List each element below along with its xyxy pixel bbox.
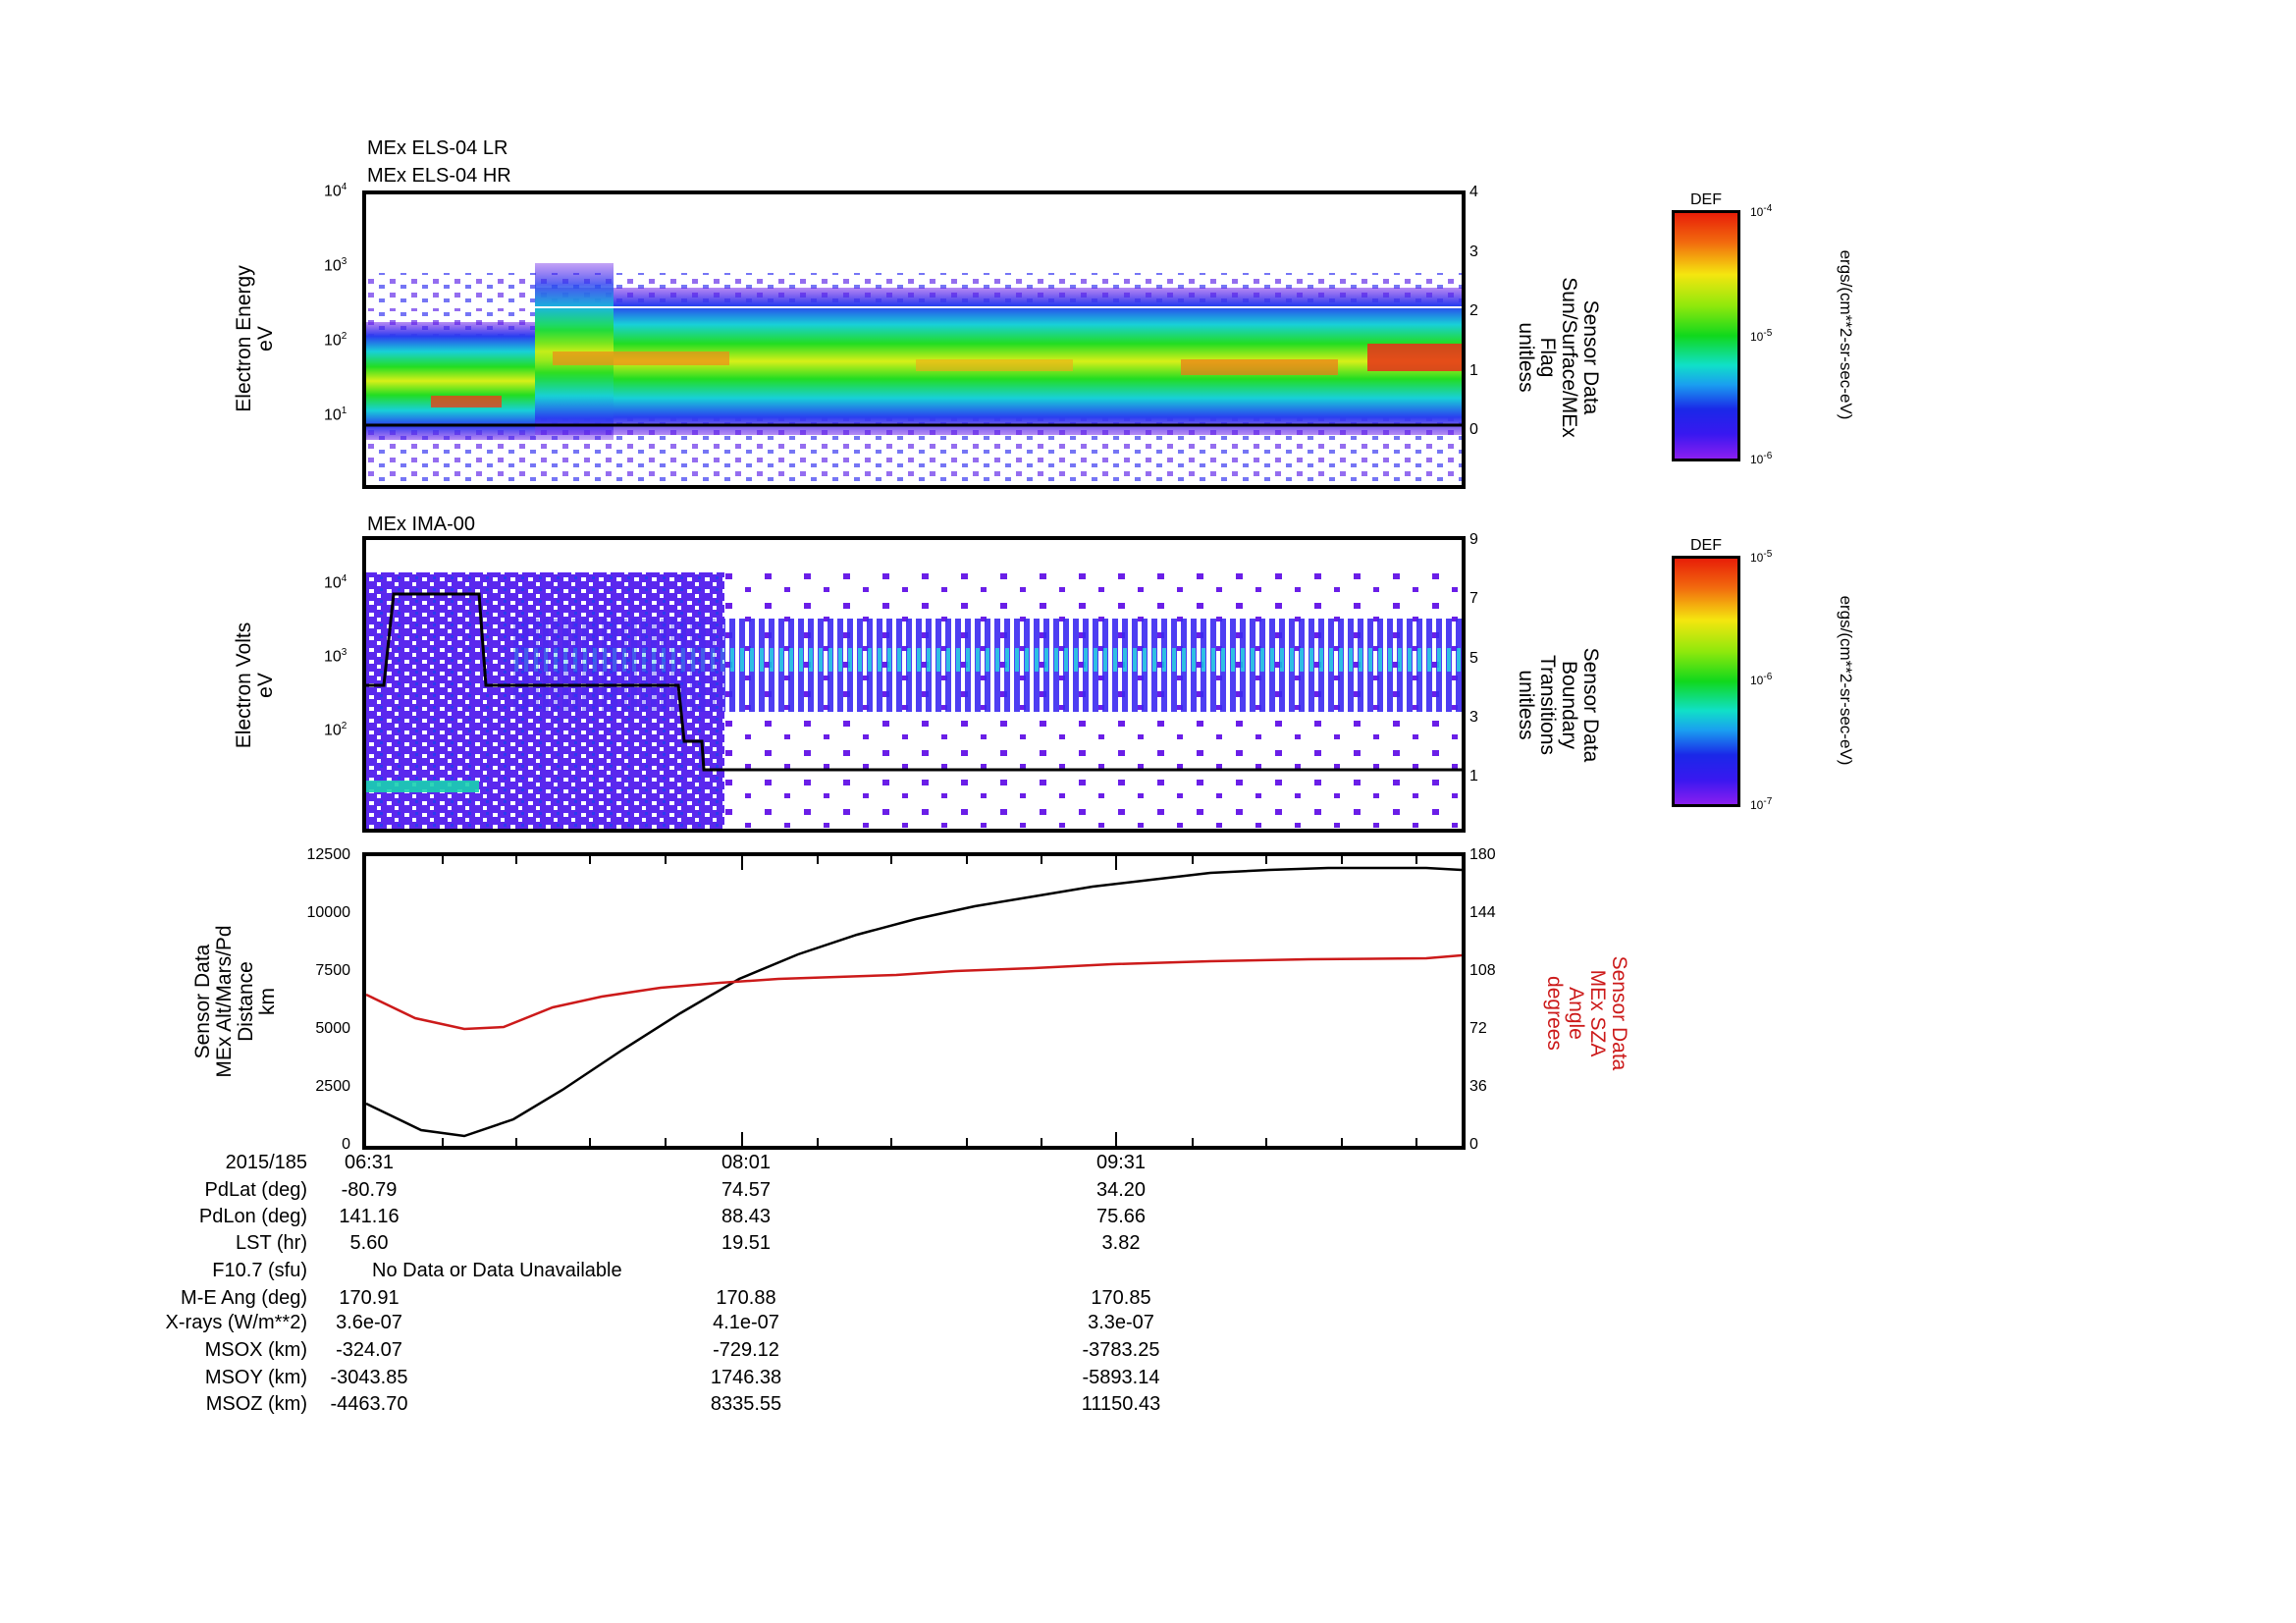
- els-spectrogram-plot: [366, 263, 1462, 485]
- ephem-msoz-2: 8335.55: [710, 1393, 782, 1415]
- ephem-label-me-ang: M-E Ang (deg): [181, 1287, 307, 1309]
- ima-spectrogram-plot: [366, 572, 1462, 829]
- orbit-ytick-12500: 12500: [306, 846, 351, 863]
- ima-ytick-1e2: 102: [324, 721, 347, 739]
- ima-colorbar-min: 10-7: [1750, 796, 1773, 812]
- ephem-pdlon-2: 88.43: [721, 1206, 772, 1227]
- els-ytick-1e4: 104: [324, 182, 347, 200]
- ephem-pdlat-1: -80.79: [341, 1179, 398, 1201]
- ima-colorbar-units: ergs/(cm**2-sr-sec-eV): [1837, 595, 1855, 766]
- ephem-msoz-1: -4463.70: [330, 1393, 408, 1415]
- ima-colorbar-title: DEF: [1690, 537, 1722, 554]
- ima-spectrogram[interactable]: [362, 536, 1466, 833]
- ima-y2tick-3: 3: [1469, 709, 1478, 726]
- ima-y2tick-5: 5: [1469, 650, 1478, 667]
- ephem-msoy-3: -5893.14: [1082, 1367, 1160, 1388]
- els-y2tick-3: 3: [1469, 243, 1478, 260]
- orbit-ylabel-left: Sensor Data MEx Alt/Mars/Pd Distance km: [191, 925, 279, 1078]
- els-y2tick-4: 4: [1469, 184, 1478, 200]
- orbit-y2tick-36: 36: [1469, 1078, 1487, 1095]
- ephem-lst-3: 3.82: [1101, 1232, 1141, 1254]
- els-ytick-1e1: 101: [324, 406, 347, 424]
- ima-colorbar-mid: 10-6: [1750, 672, 1773, 687]
- ephem-label-pdlat: PdLat (deg): [204, 1179, 307, 1201]
- ephem-pdlon-3: 75.66: [1095, 1206, 1147, 1227]
- els-y2tick-1: 1: [1469, 362, 1478, 379]
- ephem-lst-2: 19.51: [721, 1232, 772, 1254]
- orbit-ytick-7500: 7500: [315, 962, 350, 979]
- ephem-msox-2: -729.12: [713, 1339, 779, 1361]
- ima-y2tick-7: 7: [1469, 590, 1478, 607]
- orbit-ytick-2500: 2500: [315, 1078, 350, 1095]
- orbit-y2tick-108: 108: [1469, 962, 1496, 979]
- els-ylabel-right: Sensor Data Sun/Surface/MEx Flag unitless: [1515, 277, 1602, 438]
- orbit-ytick-5000: 5000: [315, 1020, 350, 1037]
- ephem-label-date: 2015/185: [225, 1152, 307, 1173]
- els-colorbar-title: DEF: [1690, 191, 1722, 208]
- els-y2tick-0: 0: [1469, 421, 1478, 438]
- ephem-meang-1: 170.91: [339, 1287, 400, 1309]
- ephem-label-msox: MSOX (km): [204, 1339, 307, 1361]
- ephem-pdlon-1: 141.16: [339, 1206, 400, 1227]
- ephem-label-pdlon: PdLon (deg): [198, 1206, 307, 1227]
- els-title-hr: MEx ELS-04 HR: [367, 165, 511, 187]
- ephem-label-f107: F10.7 (sfu): [212, 1260, 307, 1281]
- ima-colorbar-max: 10-5: [1750, 549, 1773, 565]
- sza-line: [366, 953, 1462, 1031]
- ephem-msoy-1: -3043.85: [330, 1367, 408, 1388]
- orbit-ylabel-right: Sensor Data MEx SZA Angle degrees: [1543, 955, 1630, 1071]
- ephem-msox-1: -324.07: [336, 1339, 402, 1361]
- ima-y2tick-9: 9: [1469, 531, 1478, 548]
- orbit-y2tick-0: 0: [1469, 1136, 1478, 1153]
- els-colorbar-units: ergs/(cm**2-sr-sec-eV): [1837, 249, 1855, 420]
- ephem-meang-2: 170.88: [716, 1287, 776, 1309]
- els-colorbar: [1672, 210, 1740, 461]
- orbit-y2tick-72: 72: [1469, 1020, 1487, 1037]
- ephem-xrays-3: 3.3e-07: [1088, 1312, 1154, 1333]
- ephem-lst-1: 5.60: [349, 1232, 389, 1254]
- orbit-ytick-0: 0: [342, 1136, 350, 1153]
- orbit-line-chart[interactable]: [362, 852, 1466, 1150]
- orbit-line-plot: [366, 856, 1462, 1146]
- ephem-label-msoz: MSOZ (km): [205, 1393, 307, 1415]
- els-title-lr: MEx ELS-04 LR: [367, 137, 508, 159]
- ima-ylabel-right: Sensor Data Boundary Transitions unitless: [1515, 647, 1602, 763]
- ephem-msox-3: -3783.25: [1082, 1339, 1160, 1361]
- orbit-y2tick-180: 180: [1469, 846, 1496, 863]
- ima-y2tick-1: 1: [1469, 768, 1478, 784]
- ephem-msoz-3: 11150.43: [1081, 1393, 1161, 1415]
- orbit-y2tick-144: 144: [1469, 904, 1496, 921]
- els-ylabel-left: Electron Energy eV: [233, 265, 277, 412]
- ephem-xrays-2: 4.1e-07: [713, 1312, 779, 1333]
- ephem-pdlat-2: 74.57: [721, 1179, 772, 1201]
- els-ytick-1e3: 103: [324, 256, 347, 275]
- ephem-label-lst: LST (hr): [236, 1232, 307, 1254]
- ephem-xrays-1: 3.6e-07: [336, 1312, 402, 1333]
- ima-colorbar: [1672, 556, 1740, 807]
- ima-ytick-1e4: 104: [324, 573, 347, 592]
- ephem-f107-unavailable: No Data or Data Unavailable: [372, 1260, 622, 1281]
- els-colorbar-mid: 10-5: [1750, 328, 1773, 344]
- els-colorbar-min: 10-6: [1750, 451, 1773, 466]
- orbit-ytick-10000: 10000: [306, 904, 351, 921]
- ephem-time-2: 08:01: [721, 1152, 772, 1173]
- ima-ytick-1e3: 103: [324, 647, 347, 666]
- ephem-label-xrays: X-rays (W/m**2): [165, 1312, 307, 1333]
- ephem-meang-3: 170.85: [1091, 1287, 1151, 1309]
- ephem-msoy-2: 1746.38: [710, 1367, 782, 1388]
- ephem-time-1: 06:31: [344, 1152, 395, 1173]
- els-colorbar-max: 10-4: [1750, 203, 1773, 219]
- ima-title: MEx IMA-00: [367, 514, 476, 535]
- els-y2tick-2: 2: [1469, 302, 1478, 319]
- els-spectrogram[interactable]: [362, 190, 1466, 489]
- ima-ylabel-left: Electron Volts eV: [233, 622, 277, 749]
- altitude-line: [366, 866, 1462, 1138]
- ephem-label-msoy: MSOY (km): [204, 1367, 307, 1388]
- ephem-pdlat-3: 34.20: [1095, 1179, 1147, 1201]
- ephem-time-3: 09:31: [1095, 1152, 1147, 1173]
- els-ytick-1e2: 102: [324, 331, 347, 350]
